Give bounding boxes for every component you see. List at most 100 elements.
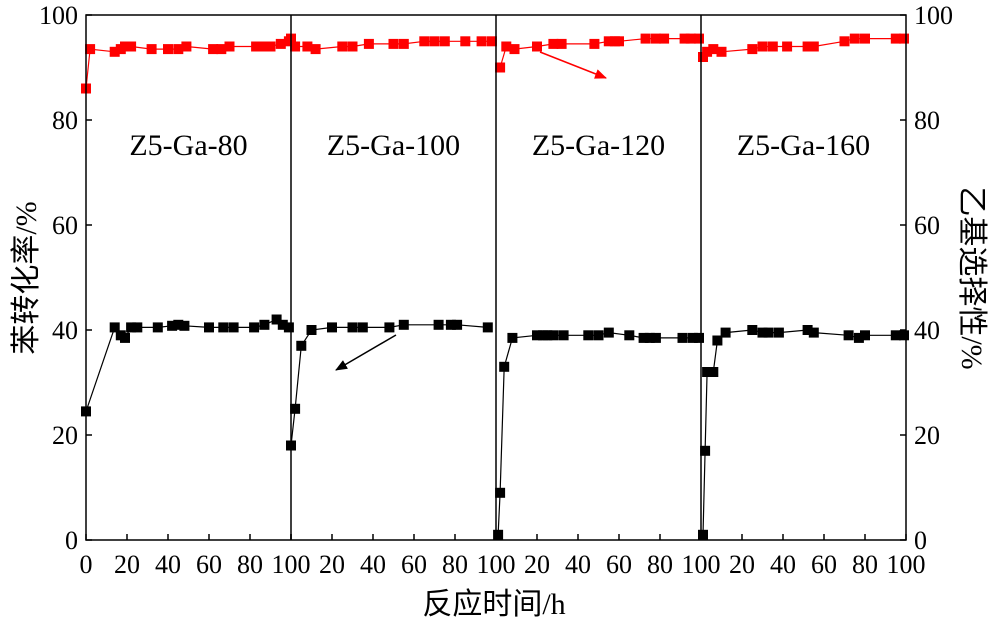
conversion-point bbox=[347, 322, 358, 333]
conversion-point bbox=[384, 322, 395, 333]
conversion-point bbox=[700, 445, 711, 456]
x-tick-label: 20 bbox=[319, 550, 345, 579]
selectivity-point bbox=[181, 41, 192, 52]
selectivity-point bbox=[603, 36, 614, 47]
conversion-arrow bbox=[335, 334, 397, 371]
selectivity-point bbox=[120, 41, 130, 52]
selectivity-point bbox=[460, 36, 471, 47]
selectivity-point bbox=[275, 38, 286, 49]
conversion-point bbox=[357, 322, 368, 333]
conversion-point bbox=[650, 332, 661, 343]
conversion-point bbox=[802, 325, 813, 335]
conversion-point bbox=[398, 319, 409, 330]
conversion-point bbox=[583, 330, 594, 341]
conversion-point bbox=[482, 322, 493, 333]
selectivity-point bbox=[640, 33, 651, 44]
selectivity-point bbox=[659, 33, 670, 44]
panel-label: Z5-Ga-80 bbox=[129, 129, 247, 162]
conversion-point bbox=[271, 314, 282, 325]
selectivity-point bbox=[347, 41, 358, 52]
selectivity-point bbox=[495, 62, 506, 73]
selectivity-point bbox=[173, 44, 184, 55]
x-tick-label: 20 bbox=[114, 550, 140, 579]
y-tick-label-right: 80 bbox=[914, 106, 940, 135]
selectivity-line bbox=[499, 37, 699, 68]
selectivity-point bbox=[839, 36, 850, 47]
conversion-point bbox=[445, 319, 456, 330]
y-tick-label-left: 40 bbox=[52, 316, 78, 345]
selectivity-point bbox=[716, 46, 727, 57]
conversion-point bbox=[249, 322, 260, 333]
selectivity-point bbox=[429, 36, 440, 47]
conversion-point bbox=[109, 322, 120, 333]
selectivity-point bbox=[556, 38, 567, 49]
conversion-point bbox=[277, 319, 288, 330]
conversion-point bbox=[173, 319, 184, 330]
x-tick-label: 0 bbox=[80, 550, 93, 579]
conversion-point bbox=[843, 330, 854, 341]
panel-label: Z5-Ga-160 bbox=[737, 129, 870, 162]
y-axis-left-title: 苯转化率/% bbox=[10, 201, 43, 354]
plot-area bbox=[81, 33, 909, 540]
conversion-point bbox=[899, 330, 909, 341]
selectivity-point bbox=[310, 44, 321, 55]
conversion-point bbox=[708, 367, 719, 377]
x-tick-label: 40 bbox=[565, 550, 591, 579]
conversion-point bbox=[773, 327, 784, 338]
selectivity-point bbox=[708, 44, 719, 55]
x-tick-label: 40 bbox=[770, 550, 796, 579]
conversion-point bbox=[687, 332, 698, 343]
conversion-line bbox=[702, 329, 904, 535]
y-tick-label-left: 0 bbox=[65, 526, 78, 555]
selectivity-point bbox=[860, 33, 870, 44]
conversion-point bbox=[306, 325, 317, 335]
selectivity-point bbox=[85, 44, 96, 55]
selectivity-point bbox=[109, 46, 120, 57]
conversion-point bbox=[720, 327, 731, 338]
selectivity-point bbox=[302, 41, 313, 52]
x-tick-label: 40 bbox=[360, 550, 386, 579]
selectivity-point bbox=[802, 41, 813, 52]
conversion-point bbox=[283, 322, 294, 333]
conversion-point bbox=[593, 330, 604, 341]
conversion-point bbox=[603, 327, 614, 338]
conversion-point bbox=[132, 322, 143, 333]
conversion-line bbox=[290, 324, 488, 446]
x-tick-label: 100 bbox=[477, 550, 516, 579]
selectivity-point bbox=[163, 44, 173, 55]
selectivity-point bbox=[224, 41, 235, 52]
panel-label: Z5-Ga-120 bbox=[532, 129, 665, 162]
selectivity-point bbox=[388, 38, 399, 49]
x-tick-label: 80 bbox=[442, 550, 468, 579]
conversion-point bbox=[702, 367, 713, 377]
x-tick-label: 100 bbox=[682, 550, 721, 579]
selectivity-point bbox=[216, 44, 227, 55]
selectivity-point bbox=[702, 46, 713, 57]
x-tick-label: 20 bbox=[729, 550, 755, 579]
x-axis-title: 反应时间/h bbox=[422, 588, 565, 621]
conversion-point bbox=[218, 322, 229, 333]
selectivity-point bbox=[509, 44, 520, 55]
x-tick-label: 60 bbox=[811, 550, 837, 579]
selectivity-point bbox=[439, 36, 450, 47]
y-tick-label-right: 0 bbox=[914, 526, 927, 555]
conversion-point bbox=[507, 332, 518, 343]
conversion-point bbox=[694, 332, 704, 343]
conversion-point bbox=[296, 340, 307, 351]
conversion-point bbox=[712, 335, 723, 346]
y-tick-label-left: 60 bbox=[52, 211, 78, 240]
selectivity-point bbox=[290, 41, 301, 52]
conversion-point bbox=[126, 322, 137, 333]
conversion-point bbox=[644, 332, 655, 343]
x-tick-label: 80 bbox=[852, 550, 878, 579]
selectivity-point bbox=[808, 41, 819, 52]
y-tick-label-left: 100 bbox=[39, 1, 78, 30]
x-tick-label: 40 bbox=[155, 550, 181, 579]
selectivity-point bbox=[694, 33, 704, 44]
x-tick-label: 60 bbox=[401, 550, 427, 579]
conversion-point bbox=[747, 325, 758, 335]
selectivity-point bbox=[767, 41, 778, 52]
conversion-point bbox=[495, 487, 506, 498]
conversion-point bbox=[853, 332, 864, 343]
conversion-point bbox=[698, 529, 708, 540]
